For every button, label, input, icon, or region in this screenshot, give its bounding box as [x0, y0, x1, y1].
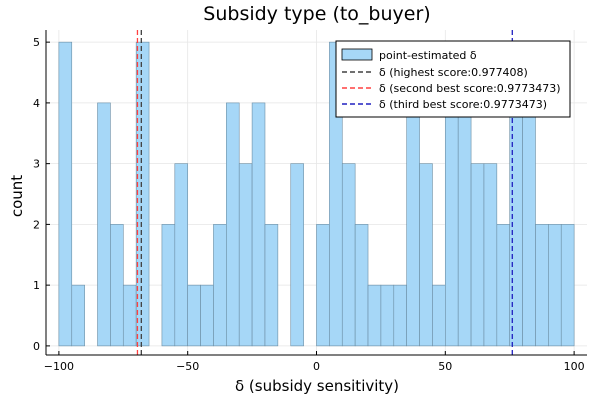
legend-label: δ (second best score:0.9773473): [379, 82, 561, 95]
histogram-bar: [200, 284, 214, 347]
histogram-bar: [432, 284, 446, 347]
y-tick-label: 5: [33, 36, 40, 49]
y-tick-label: 0: [33, 340, 40, 353]
legend: point-estimated δ δ (highest score:0.9774…: [335, 40, 571, 118]
histogram-bars: [58, 41, 575, 347]
histogram-bar: [213, 224, 227, 347]
histogram-bar: [226, 102, 240, 347]
y-tick-label: 3: [33, 158, 40, 171]
histogram-bar: [290, 163, 304, 347]
histogram-bar: [560, 224, 575, 347]
y-tick-label: 4: [33, 97, 40, 110]
histogram-bar: [548, 224, 562, 347]
histogram-bar: [187, 284, 201, 347]
histogram-bar: [393, 284, 407, 347]
histogram-bar: [71, 284, 85, 347]
legend-swatch-bar: [341, 48, 373, 61]
x-tick-label: 100: [564, 360, 585, 373]
histogram-bar: [122, 284, 137, 347]
histogram-bar: [483, 163, 498, 347]
histogram-bar: [496, 224, 511, 347]
histogram-bar: [445, 102, 459, 347]
histogram-bar: [58, 41, 73, 347]
chart-title: Subsidy type (to_buyer): [203, 3, 430, 25]
histogram-bar: [97, 102, 111, 347]
histogram-bar: [135, 41, 150, 347]
x-tick-label: 50: [438, 360, 452, 373]
histogram-bar: [457, 102, 472, 347]
y-axis-label: count: [8, 175, 26, 217]
x-tick-label: −100: [44, 360, 74, 373]
histogram-bar: [380, 284, 395, 347]
x-tick-label: −50: [176, 360, 199, 373]
histogram-bar: [470, 163, 485, 347]
legend-label: δ (third best score:0.9773473): [379, 98, 547, 111]
histogram-bar: [367, 284, 382, 347]
histogram-bar: [110, 224, 124, 347]
y-tick-label: 2: [33, 218, 40, 231]
reference-lines: [136, 30, 513, 355]
legend-box: [335, 40, 571, 118]
histogram-bar: [535, 224, 549, 347]
legend-label: δ (highest score:0.977408): [379, 66, 528, 79]
histogram-bar: [174, 163, 188, 347]
histogram-bar: [419, 163, 433, 347]
x-axis-label: δ (subsidy sensitivity): [235, 377, 399, 395]
histogram-bar: [316, 224, 330, 347]
x-tick-label: 0: [313, 360, 320, 373]
histogram-bar: [161, 224, 176, 347]
tick-labels: −100 −50 0 50 100 0 1 2 3 4 5: [33, 36, 585, 373]
legend-label: point-estimated δ: [379, 49, 477, 62]
histogram-bar: [251, 102, 266, 347]
histogram-bar: [264, 224, 279, 347]
histogram-bar: [522, 102, 536, 347]
histogram-bar: [238, 163, 253, 347]
histogram-bar: [341, 163, 356, 347]
y-tick-label: 1: [33, 279, 40, 292]
histogram-bar: [354, 224, 369, 347]
